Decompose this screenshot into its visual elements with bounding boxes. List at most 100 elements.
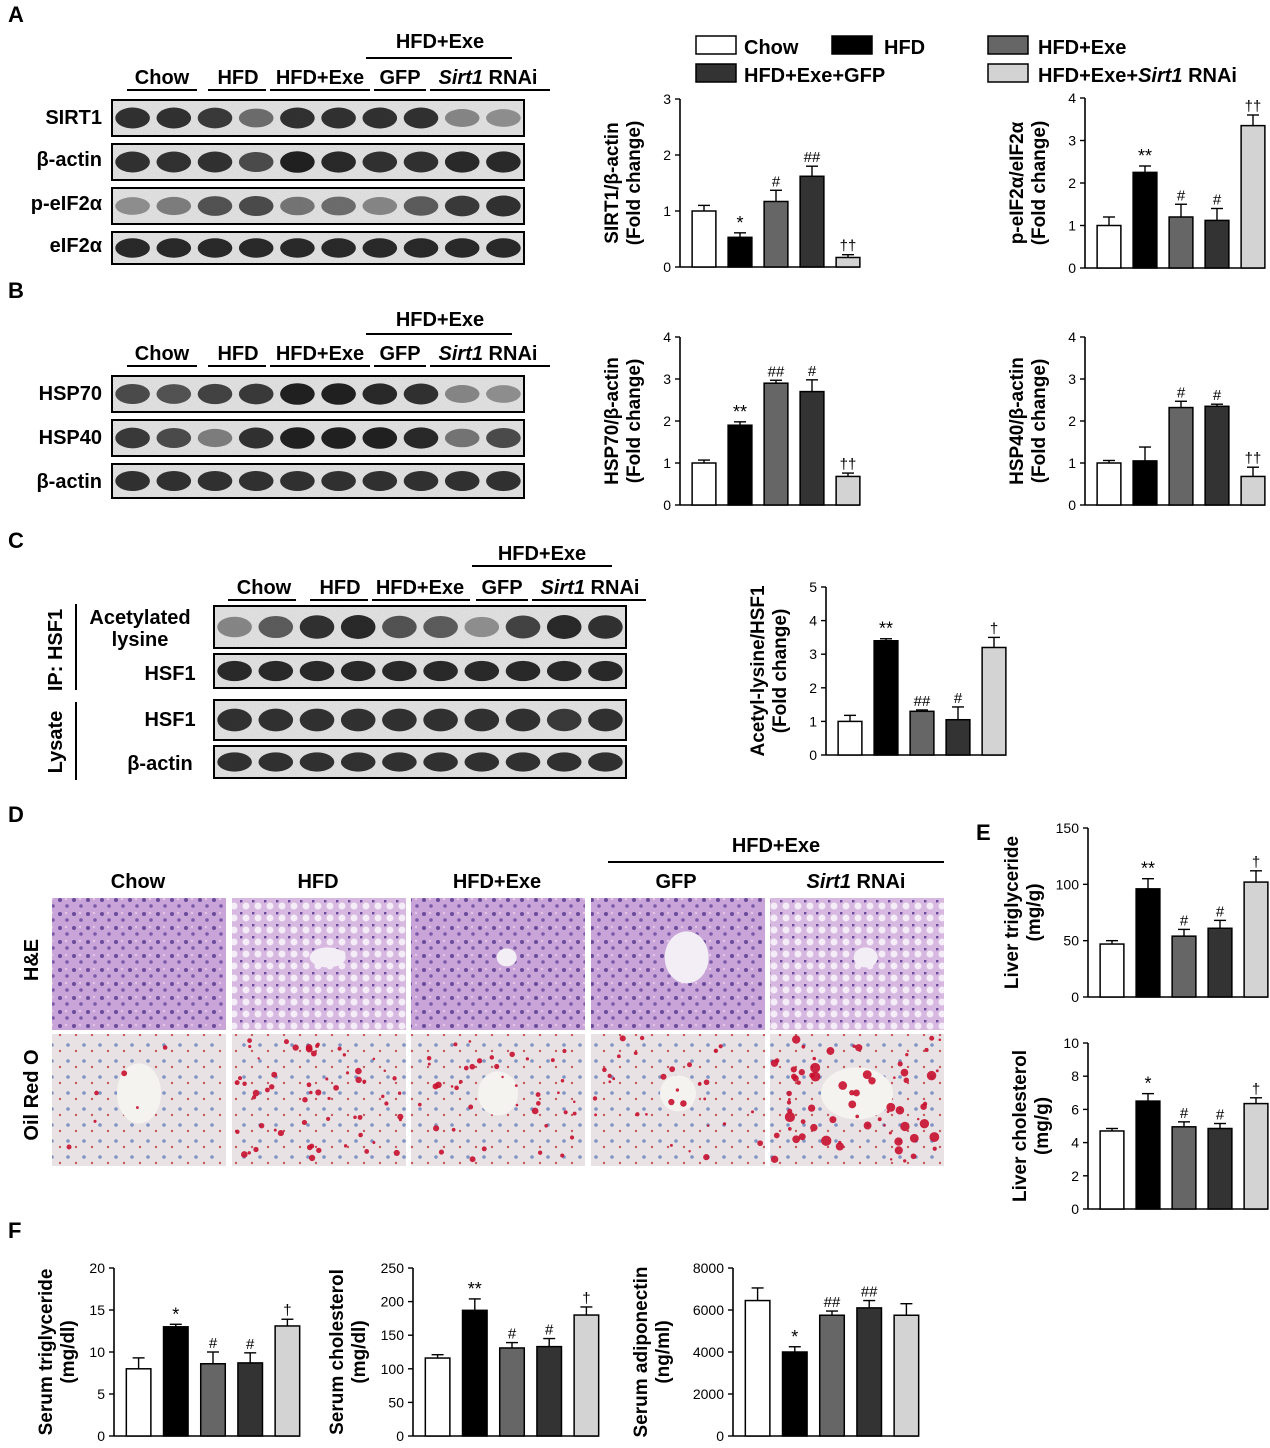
significance-mark: # xyxy=(1180,912,1189,929)
oil-red-o-image-hfd-exe xyxy=(411,1034,585,1166)
significance-mark: * xyxy=(791,1327,798,1347)
y-tick-label: 50 xyxy=(388,1394,404,1410)
y-axis-label: Serum adiponectin(ng/ml) xyxy=(631,1266,674,1437)
y-tick-label: 2 xyxy=(1068,413,1076,429)
lipid-droplet xyxy=(932,1146,937,1151)
histology-col-hfd-exe: HFD+Exe xyxy=(453,871,541,893)
lane-label-chow: Chow xyxy=(135,343,190,365)
lipid-droplet xyxy=(469,1063,476,1070)
lipid-droplet xyxy=(807,1104,816,1112)
y-tick-label: 0 xyxy=(809,747,817,763)
y-tick-label: 1 xyxy=(809,713,817,729)
lipid-droplet xyxy=(668,1098,675,1106)
bar xyxy=(1207,1127,1233,1210)
lipid-droplet xyxy=(838,1081,848,1090)
bar xyxy=(799,175,825,268)
y-tick-label: 2 xyxy=(663,147,671,163)
header-hfd-exe-group-a: HFD+Exe xyxy=(396,31,484,53)
lipid-droplet xyxy=(798,1069,805,1076)
lipid-droplet xyxy=(476,1058,483,1064)
blot-strip-hsf1-lysate xyxy=(213,699,627,741)
blot-row-labels-b: HSP70 HSP40 β-actin xyxy=(36,383,102,493)
lipid-droplet xyxy=(438,1149,445,1155)
lipid-droplet xyxy=(121,1070,128,1077)
y-tick-label: 4 xyxy=(1068,329,1076,345)
blot-texture xyxy=(214,654,626,688)
significance-mark: † xyxy=(1252,1081,1260,1098)
lipid-droplet xyxy=(509,1051,515,1058)
bar xyxy=(1135,1100,1161,1210)
lipid-droplet xyxy=(790,1073,797,1080)
bar xyxy=(691,462,717,506)
bar xyxy=(727,424,753,506)
blot-images xyxy=(111,99,627,779)
lipid-droplet xyxy=(562,1048,567,1054)
lipid-droplet xyxy=(94,1090,99,1096)
bar xyxy=(981,646,1007,756)
bar xyxy=(727,236,753,268)
lipid-droplet xyxy=(868,1077,876,1085)
lipid-droplet xyxy=(608,1080,612,1084)
lipid-droplet xyxy=(469,1156,476,1163)
blot-strip-hsp70 xyxy=(111,375,525,413)
lipid-droplet xyxy=(788,1098,791,1101)
blot-texture xyxy=(112,420,524,456)
lipid-droplet xyxy=(234,1080,240,1086)
histology-col-gfp: GFP xyxy=(655,871,696,893)
oro-vessel xyxy=(117,1063,161,1124)
significance-mark: # xyxy=(209,1335,218,1352)
blot-texture xyxy=(112,376,524,412)
significance-mark: ## xyxy=(861,1284,878,1301)
lane-label-chow: Chow xyxy=(135,67,190,89)
significance-mark: † xyxy=(990,620,998,637)
panel-letter-f: F xyxy=(8,1218,21,1243)
lipid-droplet xyxy=(722,1122,727,1126)
y-tick-label: 0 xyxy=(1068,497,1076,513)
lipid-droplet xyxy=(326,1116,331,1121)
y-tick-label: 5 xyxy=(97,1386,105,1402)
y-tick-label: 0 xyxy=(97,1428,105,1444)
lipid-droplet xyxy=(919,1118,930,1129)
lane-label-hfd: HFD xyxy=(217,343,258,365)
he-image-sirt1-rnai xyxy=(770,898,944,1030)
oil-red-o-image-hfd xyxy=(232,1034,406,1166)
bar xyxy=(893,1314,920,1437)
oil-red-o-image-gfp xyxy=(591,1034,765,1166)
significance-mark: * xyxy=(172,1304,179,1324)
lipid-droplet xyxy=(680,1100,687,1107)
lipid-droplet xyxy=(535,1092,541,1097)
bar xyxy=(873,640,899,756)
lipid-droplet xyxy=(453,1042,458,1047)
lipid-droplet xyxy=(93,1119,97,1123)
bar xyxy=(274,1325,301,1437)
significance-mark: * xyxy=(1144,1074,1151,1094)
lipid-droplet xyxy=(531,1107,539,1115)
y-tick-label: 3 xyxy=(663,91,671,107)
lipid-droplet xyxy=(592,1096,598,1101)
bar xyxy=(1204,405,1230,506)
lipid-droplet xyxy=(877,1117,882,1122)
he-tissue xyxy=(52,898,226,1030)
he-image-hfd-exe xyxy=(411,898,585,1030)
lipid-droplet xyxy=(895,1105,905,1115)
chart-f2: 0 50 100 150 200 250 Serum cholesterol(mg/dl) *… xyxy=(327,1260,600,1444)
lipid-droplet xyxy=(855,1114,859,1119)
blot-strip-hsf1-ip xyxy=(213,653,627,689)
lipid-droplet xyxy=(362,1079,367,1084)
lipid-droplet xyxy=(301,1119,308,1126)
y-tick-label: 10 xyxy=(89,1344,105,1360)
significance-mark: †† xyxy=(840,238,857,255)
lipid-droplet xyxy=(468,1040,472,1043)
blot-label-sirt1: SIRT1 xyxy=(45,107,102,129)
y-tick-label: 0 xyxy=(1068,260,1076,276)
lipid-droplet xyxy=(910,1153,917,1160)
lipid-droplet xyxy=(253,1146,259,1153)
significance-mark: # xyxy=(954,690,963,707)
lane-label-gfp: GFP xyxy=(379,67,420,89)
lipid-droplet xyxy=(398,1118,402,1122)
lipid-droplet xyxy=(248,1044,252,1049)
lipid-droplet xyxy=(792,1135,801,1144)
lipid-droplet xyxy=(264,1087,270,1093)
panel-letter-a: A xyxy=(8,2,24,27)
bar xyxy=(909,710,935,756)
